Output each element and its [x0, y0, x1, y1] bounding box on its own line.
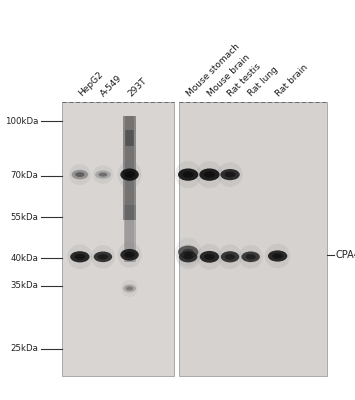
- Ellipse shape: [123, 284, 136, 292]
- Text: Rat lung: Rat lung: [247, 65, 280, 98]
- Ellipse shape: [72, 170, 88, 179]
- Text: 100kDa: 100kDa: [5, 117, 38, 126]
- Ellipse shape: [94, 252, 112, 262]
- Bar: [125, 116, 134, 220]
- Ellipse shape: [98, 254, 108, 260]
- Ellipse shape: [179, 251, 197, 262]
- Ellipse shape: [91, 245, 115, 268]
- Text: 293T: 293T: [126, 76, 148, 98]
- Ellipse shape: [196, 161, 223, 188]
- Bar: [125, 130, 134, 146]
- Ellipse shape: [175, 238, 201, 266]
- Ellipse shape: [118, 161, 142, 188]
- Text: Rat brain: Rat brain: [274, 62, 310, 98]
- Ellipse shape: [120, 168, 139, 181]
- Ellipse shape: [197, 244, 222, 270]
- Ellipse shape: [220, 169, 240, 180]
- Text: 35kDa: 35kDa: [10, 281, 38, 290]
- Text: 70kDa: 70kDa: [10, 172, 38, 180]
- Ellipse shape: [225, 172, 235, 178]
- Ellipse shape: [268, 250, 287, 262]
- Text: Mouse stomach: Mouse stomach: [185, 42, 241, 98]
- Ellipse shape: [182, 172, 194, 178]
- Ellipse shape: [221, 251, 239, 262]
- Ellipse shape: [199, 168, 220, 181]
- FancyBboxPatch shape: [179, 102, 327, 376]
- Ellipse shape: [265, 244, 290, 268]
- Ellipse shape: [70, 251, 89, 262]
- Ellipse shape: [69, 164, 91, 185]
- Text: A-549: A-549: [99, 73, 124, 98]
- Ellipse shape: [183, 254, 193, 260]
- FancyBboxPatch shape: [62, 102, 174, 376]
- Ellipse shape: [125, 252, 135, 258]
- Ellipse shape: [239, 245, 263, 268]
- Ellipse shape: [67, 244, 92, 269]
- Text: CPA4: CPA4: [336, 250, 355, 260]
- Ellipse shape: [182, 249, 194, 255]
- Ellipse shape: [218, 244, 242, 269]
- Ellipse shape: [178, 168, 198, 181]
- Ellipse shape: [93, 165, 113, 184]
- Ellipse shape: [241, 252, 260, 262]
- Ellipse shape: [125, 172, 135, 178]
- Ellipse shape: [178, 246, 198, 258]
- Ellipse shape: [176, 244, 200, 269]
- Ellipse shape: [120, 249, 139, 261]
- Ellipse shape: [75, 254, 85, 260]
- Ellipse shape: [218, 162, 242, 187]
- Ellipse shape: [118, 242, 142, 268]
- Ellipse shape: [225, 254, 235, 260]
- Ellipse shape: [272, 253, 283, 259]
- Ellipse shape: [126, 286, 133, 290]
- Text: HepG2: HepG2: [76, 70, 104, 98]
- Text: Rat testis: Rat testis: [226, 62, 263, 98]
- Bar: [125, 205, 134, 262]
- Ellipse shape: [175, 161, 201, 188]
- Ellipse shape: [204, 254, 215, 260]
- Text: 55kDa: 55kDa: [10, 212, 38, 222]
- Ellipse shape: [99, 172, 107, 177]
- Ellipse shape: [95, 170, 111, 179]
- Text: Mouse brain: Mouse brain: [206, 52, 252, 98]
- Bar: [126, 130, 133, 146]
- Ellipse shape: [246, 254, 256, 260]
- Ellipse shape: [204, 172, 215, 178]
- Text: 40kDa: 40kDa: [10, 254, 38, 263]
- Bar: [124, 205, 136, 262]
- Ellipse shape: [121, 280, 138, 297]
- Ellipse shape: [200, 251, 219, 263]
- Ellipse shape: [75, 172, 84, 177]
- Text: 25kDa: 25kDa: [10, 344, 38, 353]
- Bar: [123, 116, 136, 220]
